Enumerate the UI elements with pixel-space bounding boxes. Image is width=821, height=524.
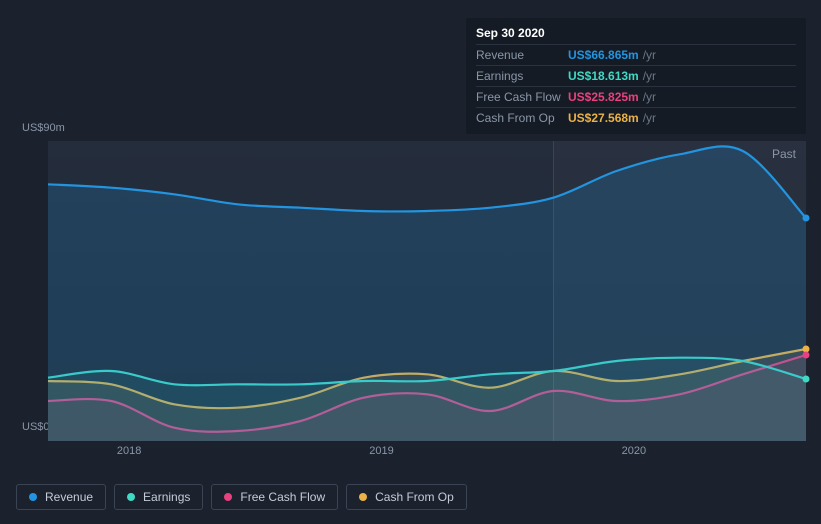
x-axis: 2018 2019 2020 <box>48 445 806 465</box>
y-axis-min-label: US$0 <box>22 421 50 433</box>
x-tick-label: 2019 <box>369 445 393 457</box>
tooltip-metric-value: US$27.568m <box>568 111 639 125</box>
tooltip-metric-label: Revenue <box>476 48 568 62</box>
legend-item-earnings[interactable]: Earnings <box>114 484 203 510</box>
legend-swatch-icon <box>359 493 367 501</box>
tooltip-metric-unit: /yr <box>643 69 656 83</box>
tooltip-row: Cash From OpUS$27.568m/yr <box>476 107 796 128</box>
data-tooltip: Sep 30 2020 RevenueUS$66.865m/yrEarnings… <box>466 18 806 134</box>
tooltip-metric-label: Free Cash Flow <box>476 90 568 104</box>
legend-swatch-icon <box>224 493 232 501</box>
y-axis-max-label: US$90m <box>22 122 65 134</box>
tooltip-metric-value: US$25.825m <box>568 90 639 104</box>
tooltip-metric-value: US$66.865m <box>568 48 639 62</box>
legend-swatch-icon <box>29 493 37 501</box>
tooltip-metric-label: Earnings <box>476 69 568 83</box>
series-end-dot-cash_from_op <box>803 346 810 353</box>
x-tick-label: 2018 <box>117 445 141 457</box>
tooltip-metric-unit: /yr <box>643 90 656 104</box>
x-tick-label: 2020 <box>622 445 646 457</box>
chart-svg <box>48 141 806 441</box>
series-area-revenue <box>48 146 806 441</box>
legend-label: Earnings <box>143 490 190 504</box>
legend-label: Revenue <box>45 490 93 504</box>
legend-label: Cash From Op <box>375 490 454 504</box>
legend-swatch-icon <box>127 493 135 501</box>
series-end-dot-revenue <box>803 215 810 222</box>
chart-legend: Revenue Earnings Free Cash Flow Cash From O… <box>16 484 467 510</box>
tooltip-metric-unit: /yr <box>643 111 656 125</box>
chart-plot-area[interactable]: Past <box>48 141 806 441</box>
tooltip-metric-value: US$18.613m <box>568 69 639 83</box>
legend-label: Free Cash Flow <box>240 490 325 504</box>
tooltip-metric-label: Cash From Op <box>476 111 568 125</box>
legend-item-revenue[interactable]: Revenue <box>16 484 106 510</box>
tooltip-metric-unit: /yr <box>643 48 656 62</box>
tooltip-date: Sep 30 2020 <box>476 26 796 44</box>
series-end-dot-free_cash_flow <box>803 352 810 359</box>
tooltip-row: RevenueUS$66.865m/yr <box>476 44 796 65</box>
tooltip-row: EarningsUS$18.613m/yr <box>476 65 796 86</box>
legend-item-cash_from_op[interactable]: Cash From Op <box>346 484 467 510</box>
series-end-dot-earnings <box>803 376 810 383</box>
tooltip-row: Free Cash FlowUS$25.825m/yr <box>476 86 796 107</box>
legend-item-free_cash_flow[interactable]: Free Cash Flow <box>211 484 338 510</box>
